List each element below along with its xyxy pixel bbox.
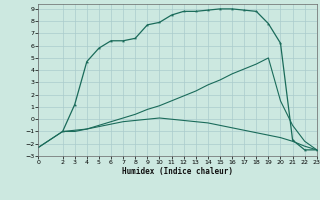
X-axis label: Humidex (Indice chaleur): Humidex (Indice chaleur): [122, 167, 233, 176]
